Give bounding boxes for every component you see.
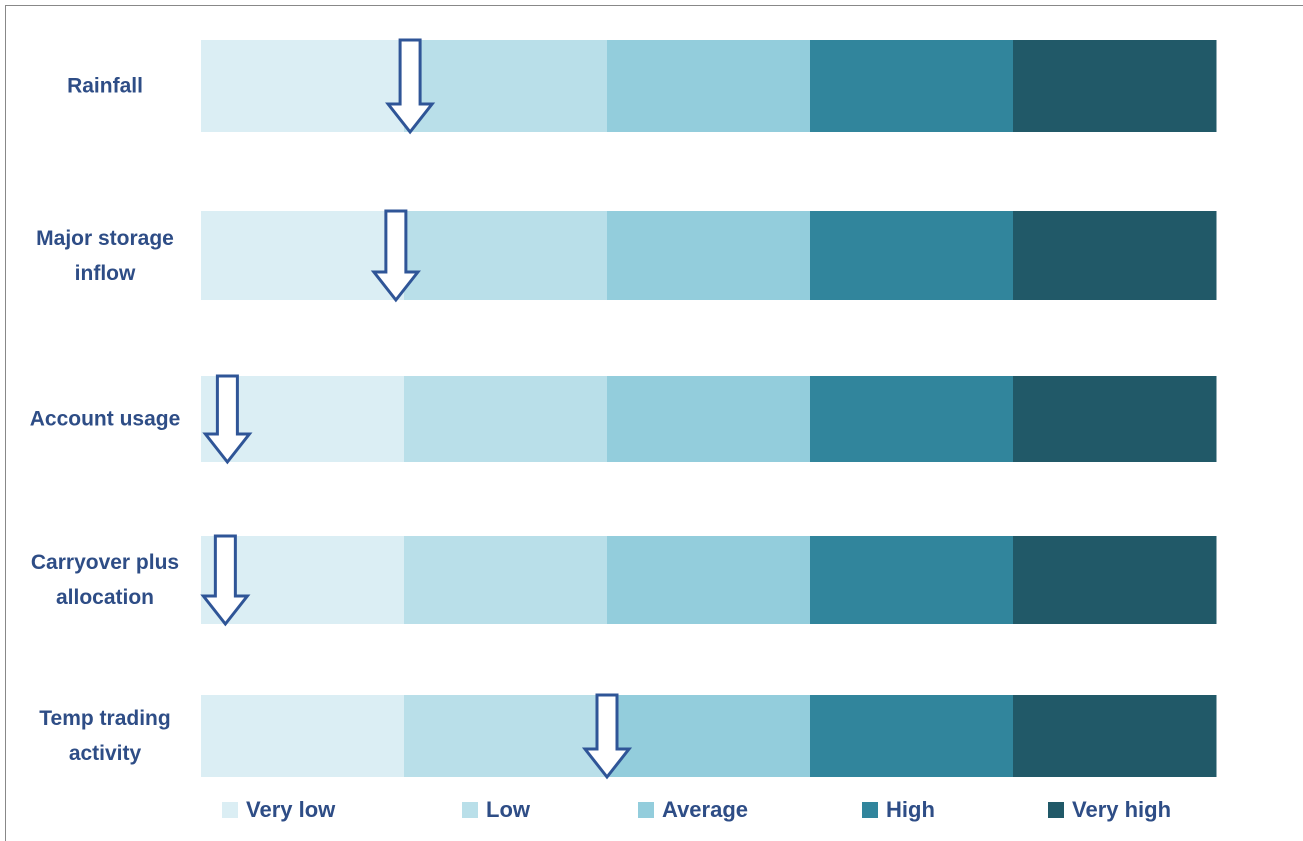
band-segment bbox=[404, 536, 608, 624]
band-segment bbox=[1013, 376, 1217, 462]
band-segment bbox=[607, 536, 811, 624]
band-segment bbox=[404, 376, 608, 462]
band-segment bbox=[404, 40, 608, 132]
legend-label: High bbox=[886, 797, 935, 822]
band-segment bbox=[201, 695, 405, 777]
legend-swatch bbox=[462, 802, 478, 818]
band-segment bbox=[810, 40, 1014, 132]
band-segment bbox=[404, 695, 608, 777]
band-segment bbox=[201, 40, 405, 132]
band-segment bbox=[810, 376, 1014, 462]
band-segment bbox=[1013, 536, 1217, 624]
marker-arrow bbox=[581, 693, 633, 780]
band-segment bbox=[810, 695, 1014, 777]
marker-arrow bbox=[385, 38, 436, 135]
category-label: Account usage bbox=[29, 407, 181, 431]
marker-arrow bbox=[202, 374, 253, 465]
marker-arrow bbox=[200, 534, 251, 627]
band-segment bbox=[607, 376, 811, 462]
legend-swatch bbox=[638, 802, 654, 818]
category-label: Rainfall bbox=[67, 74, 143, 98]
category-label: Temp trading activity bbox=[39, 707, 171, 765]
legend-swatch bbox=[1048, 802, 1064, 818]
frame bbox=[5, 5, 1303, 841]
band-segment bbox=[404, 211, 608, 300]
band-segment bbox=[201, 211, 405, 300]
legend-label: Very high bbox=[1072, 797, 1172, 822]
band-segment bbox=[1013, 695, 1217, 777]
legend-label: Very low bbox=[246, 797, 336, 822]
band-segment bbox=[1013, 211, 1217, 300]
band-segment bbox=[607, 695, 811, 777]
category-label: Major storage inflow bbox=[36, 226, 174, 285]
legend-label: Average bbox=[662, 797, 749, 822]
legend-label: Low bbox=[486, 797, 530, 822]
band-segment bbox=[810, 211, 1014, 300]
band-segment bbox=[810, 536, 1014, 624]
band-segment bbox=[607, 40, 811, 132]
band-segment bbox=[607, 211, 811, 300]
legend-swatch bbox=[862, 802, 878, 818]
marker-arrow bbox=[370, 209, 421, 303]
band-segment bbox=[1013, 40, 1217, 132]
legend-swatch bbox=[222, 802, 238, 818]
category-label: Carryover plus allocation bbox=[30, 551, 180, 609]
